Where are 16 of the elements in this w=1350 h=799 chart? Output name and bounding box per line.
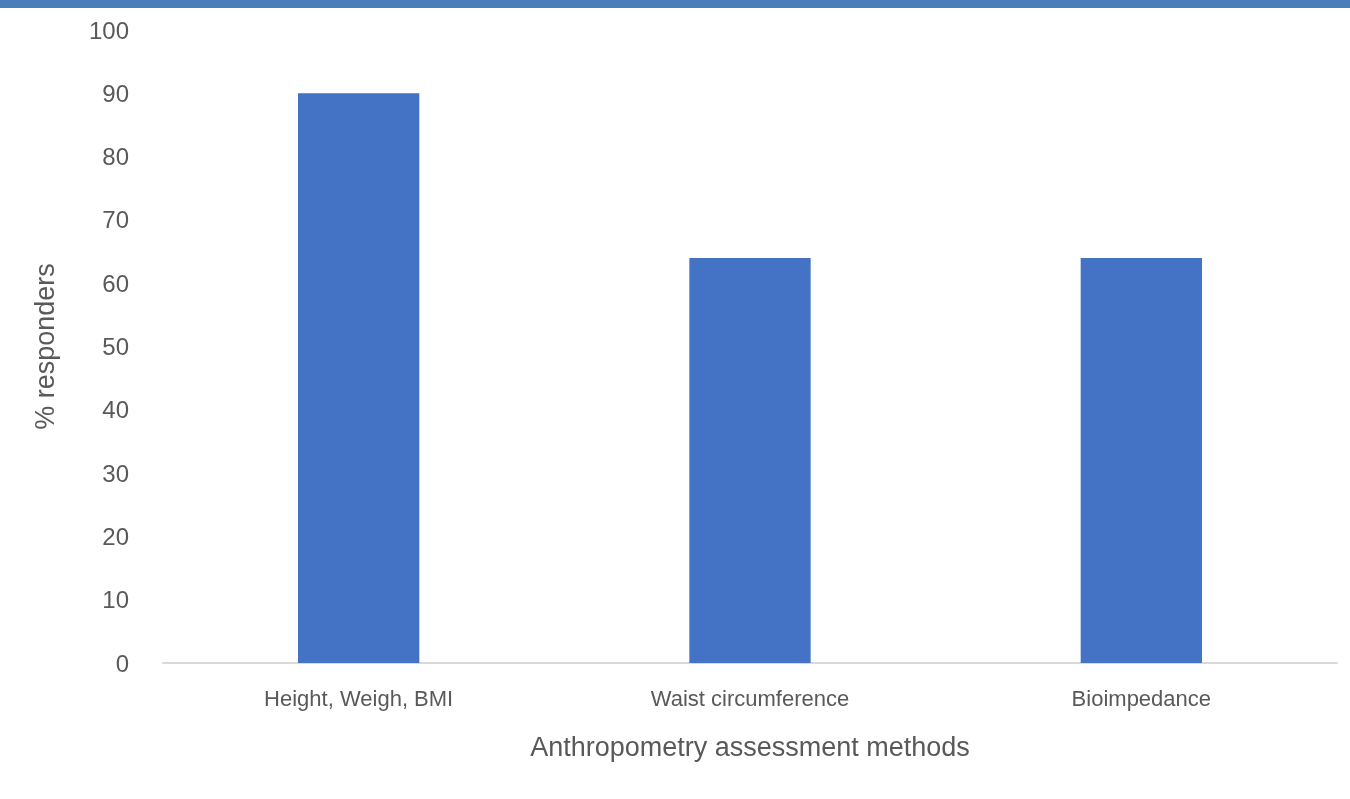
y-tick-label: 20 [102,522,129,550]
x-tick-label: Waist circumference [650,685,850,711]
y-tick-label: 90 [102,79,129,107]
y-tick-label: 80 [102,143,129,171]
y-tick-label: 40 [102,396,129,424]
y-tick-label: 50 [102,333,129,360]
y-tick-label: 70 [102,206,129,234]
y-tick-label: 30 [102,459,129,487]
y-tick-label: 0 [115,649,129,677]
x-axis-title: Anthropometry assessment methods [530,731,970,762]
x-tick-label: Height, Weigh, BMI [264,685,454,711]
x-tick-label: Bioimpedance [1071,685,1212,711]
y-tick-label: 100 [88,16,129,44]
y-tick-label: 60 [102,269,129,297]
y-tick-label: 10 [102,586,129,614]
y-axis-title: % responders [29,263,60,430]
